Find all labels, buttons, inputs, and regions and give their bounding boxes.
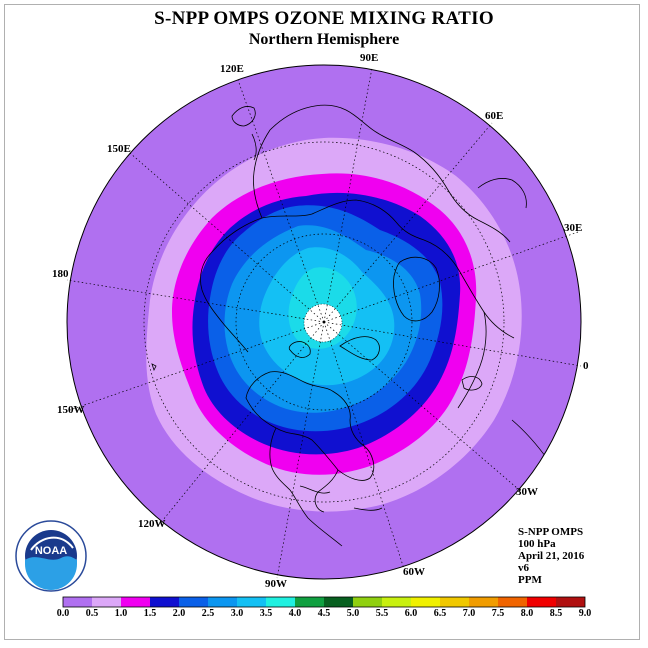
colorbar-tick-label: 1.5: [143, 608, 157, 619]
longitude-label-0: 0: [583, 360, 589, 372]
colorbar-tick-label: 9.0: [578, 608, 592, 619]
colorbar-swatch: [469, 597, 498, 607]
figure-frame: [4, 4, 640, 640]
longitude-label-30e: 30E: [564, 222, 583, 234]
noaa-logo: NOAA: [15, 520, 87, 592]
colorbar-swatch: [237, 597, 266, 607]
colorbar-swatch: [556, 597, 585, 607]
colorbar-swatch: [150, 597, 179, 607]
colorbar-tick-label: 4.5: [317, 608, 331, 619]
longitude-label-60e: 60E: [485, 110, 504, 122]
colorbar-swatch: [324, 597, 353, 607]
colorbar-tick-label: 2.5: [201, 608, 215, 619]
colorbar-swatch: [92, 597, 121, 607]
colorbar-swatch: [121, 597, 150, 607]
longitude-label-90e: 90E: [360, 52, 379, 64]
colorbar-tick-label: 5.0: [346, 608, 360, 619]
colorbar-swatch: [440, 597, 469, 607]
colorbar-tick-label: 0.5: [85, 608, 99, 619]
longitude-label-150e: 150E: [107, 143, 131, 155]
longitude-label-30w: 30W: [516, 486, 538, 498]
coastlines: [151, 104, 559, 547]
colorbar-tick-label: 4.0: [288, 608, 302, 619]
longitude-label-150w: 150W: [57, 404, 85, 416]
colorbar-swatch: [179, 597, 208, 607]
colorbar-tick-label: 3.5: [259, 608, 273, 619]
colorbar-swatch: [295, 597, 324, 607]
colorbar-tick-label: 8.5: [549, 608, 563, 619]
colorbar-swatch: [353, 597, 382, 607]
graticule: [66, 67, 582, 579]
longitude-label-180: 180: [52, 268, 69, 280]
colorbar-tick-label: 1.0: [114, 608, 128, 619]
colorbar-tick-label: 7.0: [462, 608, 476, 619]
colorbar-swatch: [411, 597, 440, 607]
info-units: PPM: [518, 574, 542, 586]
info-block: S-NPP OMPS 100 hPa April 21, 2016 v6 PPM: [518, 526, 584, 586]
info-date: April 21, 2016: [518, 550, 585, 562]
noaa-logo-text: NOAA: [35, 545, 67, 557]
colorbar-tick-label: 2.0: [172, 608, 186, 619]
colorbar-swatch: [498, 597, 527, 607]
colorbar: [62, 596, 586, 608]
longitude-label-60w: 60W: [403, 566, 425, 578]
colorbar-tick-label: 5.5: [375, 608, 389, 619]
colorbar-tick-label: 3.0: [230, 608, 244, 619]
colorbar-tick-label: 6.5: [433, 608, 447, 619]
colorbar-tick-label: 7.5: [491, 608, 505, 619]
longitude-label-120e: 120E: [220, 63, 244, 75]
colorbar-tick-label: 6.0: [404, 608, 418, 619]
info-instrument: S-NPP OMPS: [518, 526, 584, 538]
colorbar-swatch: [527, 597, 556, 607]
info-level: 100 hPa: [518, 538, 556, 550]
longitude-label-90w: 90W: [265, 578, 287, 590]
longitude-label-120w: 120W: [138, 518, 166, 530]
page-subtitle: Northern Hemisphere: [248, 31, 400, 48]
colorbar-tick-label: 8.0: [520, 608, 534, 619]
colorbar-swatch: [266, 597, 295, 607]
colorbar-swatch: [63, 597, 92, 607]
page-title: S-NPP OMPS OZONE MIXING RATIO: [154, 8, 494, 29]
map-boundary: [66, 64, 582, 580]
colorbar-swatch: [208, 597, 237, 607]
info-version: v6: [518, 562, 529, 574]
colorbar-tick-label: 0.0: [56, 608, 70, 619]
colorbar-swatch: [382, 597, 411, 607]
